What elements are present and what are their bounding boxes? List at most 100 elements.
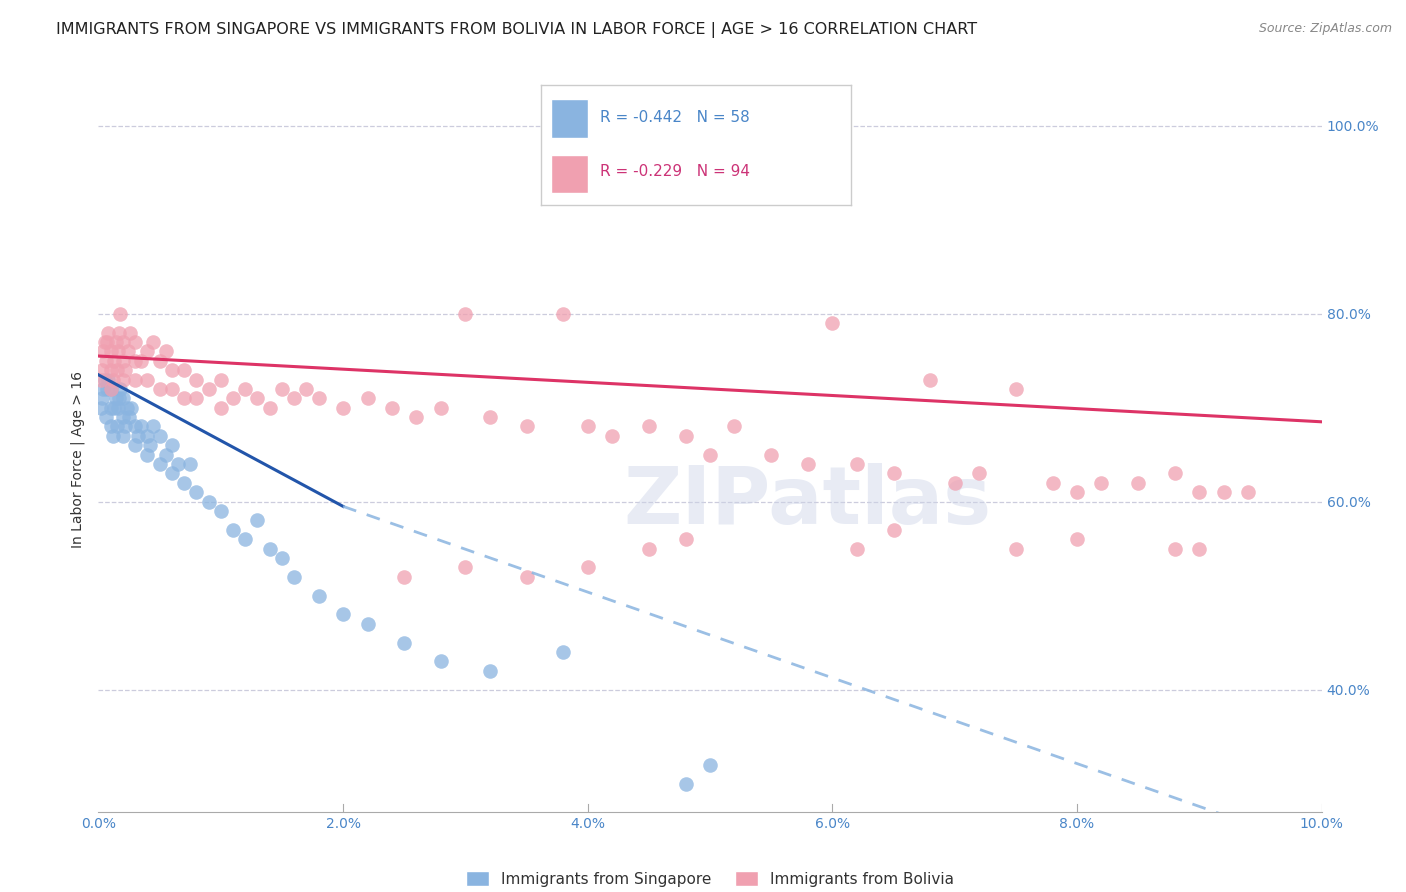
Point <box>103 401 125 415</box>
Point <box>186 392 208 406</box>
Point <box>1164 467 1187 481</box>
Text: R = -0.229   N = 94: R = -0.229 N = 94 <box>600 164 749 179</box>
Point <box>759 448 782 462</box>
Point <box>124 438 146 452</box>
Point <box>136 429 159 443</box>
Point <box>246 513 269 527</box>
Point <box>100 419 122 434</box>
Point <box>108 326 131 340</box>
Point <box>90 372 112 386</box>
Text: R = -0.442   N = 58: R = -0.442 N = 58 <box>600 110 749 125</box>
Point <box>283 392 305 406</box>
Point <box>845 541 868 556</box>
Point <box>136 372 159 386</box>
Point <box>149 457 172 471</box>
Point <box>478 664 501 678</box>
Point <box>576 419 599 434</box>
Text: IMMIGRANTS FROM SINGAPORE VS IMMIGRANTS FROM BOLIVIA IN LABOR FORCE | AGE > 16 C: IMMIGRANTS FROM SINGAPORE VS IMMIGRANTS … <box>56 22 977 38</box>
Point <box>91 382 114 396</box>
Point <box>100 344 122 359</box>
Point <box>1066 533 1088 547</box>
Point <box>332 401 354 415</box>
Point <box>883 467 905 481</box>
Point <box>308 589 330 603</box>
Point <box>149 353 172 368</box>
Point <box>723 419 745 434</box>
Point <box>246 392 269 406</box>
Point <box>699 757 721 772</box>
Point <box>1042 475 1064 490</box>
Point <box>553 307 575 321</box>
Point <box>120 401 142 415</box>
Point <box>129 419 152 434</box>
Point <box>142 334 165 349</box>
Point <box>100 363 122 377</box>
Point <box>160 467 183 481</box>
Point <box>160 363 183 377</box>
Point <box>553 645 575 659</box>
Point <box>259 541 281 556</box>
Point <box>1066 485 1088 500</box>
Point <box>920 372 942 386</box>
Point <box>699 448 721 462</box>
Point <box>114 363 136 377</box>
Text: Source: ZipAtlas.com: Source: ZipAtlas.com <box>1258 22 1392 36</box>
Point <box>600 429 623 443</box>
Point <box>173 363 195 377</box>
Point <box>270 551 292 566</box>
Point <box>637 541 661 556</box>
Point <box>94 353 117 368</box>
Point <box>259 401 281 415</box>
Point <box>675 533 697 547</box>
Point <box>173 475 195 490</box>
Point <box>270 382 292 396</box>
Point <box>186 485 208 500</box>
Point <box>155 448 177 462</box>
Point <box>381 401 404 415</box>
Point <box>179 457 201 471</box>
Point <box>295 382 318 396</box>
Point <box>283 570 305 584</box>
Point <box>430 401 453 415</box>
Point <box>356 392 378 406</box>
Point <box>233 533 256 547</box>
Point <box>124 353 146 368</box>
Point <box>104 334 127 349</box>
Point <box>1090 475 1112 490</box>
Point <box>139 438 162 452</box>
Point <box>111 372 134 386</box>
Point <box>637 419 661 434</box>
Point <box>883 523 905 537</box>
Point <box>101 429 124 443</box>
Point <box>160 438 183 452</box>
Point <box>675 776 697 790</box>
Point <box>233 382 256 396</box>
Point <box>576 560 599 574</box>
Point <box>100 401 122 415</box>
Point <box>136 448 159 462</box>
Point <box>149 429 172 443</box>
Point <box>516 419 538 434</box>
Point <box>124 372 146 386</box>
Point <box>222 392 245 406</box>
Point <box>111 429 134 443</box>
Point <box>111 334 134 349</box>
Point <box>1188 541 1211 556</box>
Point <box>308 392 330 406</box>
Point <box>845 457 868 471</box>
Point <box>111 410 134 425</box>
Point <box>100 382 122 396</box>
Point <box>115 401 138 415</box>
Point <box>110 307 132 321</box>
Point <box>103 353 125 368</box>
Point <box>107 401 129 415</box>
Point <box>111 392 134 406</box>
Point <box>114 419 136 434</box>
Point <box>430 654 453 668</box>
Point <box>97 326 120 340</box>
Point <box>97 372 120 386</box>
Text: ZIPatlas: ZIPatlas <box>624 463 993 541</box>
Point <box>149 382 172 396</box>
Point <box>120 326 142 340</box>
Point <box>142 419 165 434</box>
